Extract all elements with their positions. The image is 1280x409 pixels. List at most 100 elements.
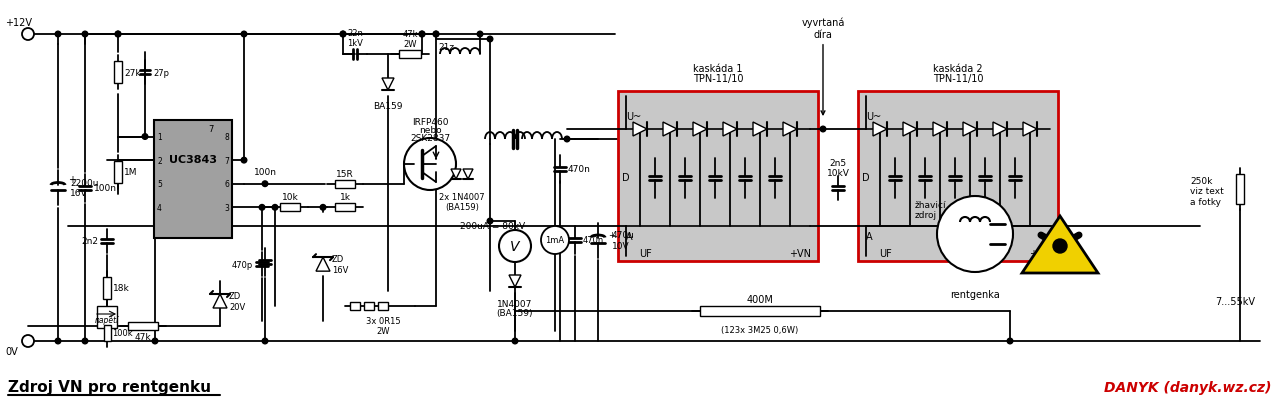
Text: +VN: +VN — [1029, 248, 1051, 258]
Polygon shape — [1021, 216, 1098, 273]
Text: 21z: 21z — [438, 43, 454, 52]
Circle shape — [55, 32, 61, 38]
Polygon shape — [663, 123, 677, 137]
Text: +: + — [608, 231, 614, 240]
Polygon shape — [723, 123, 737, 137]
Bar — [280, 204, 300, 212]
Circle shape — [55, 338, 61, 344]
Text: (BA159): (BA159) — [497, 308, 534, 317]
Text: 15R: 15R — [337, 169, 353, 178]
Polygon shape — [873, 123, 887, 137]
Text: +: + — [68, 175, 76, 185]
Text: 47k
2W: 47k 2W — [402, 29, 417, 49]
Circle shape — [115, 32, 120, 38]
Text: 1N4007: 1N4007 — [498, 299, 532, 308]
Polygon shape — [212, 294, 227, 308]
Polygon shape — [381, 79, 394, 91]
Text: 2: 2 — [157, 156, 161, 165]
Circle shape — [262, 182, 268, 187]
Bar — [335, 204, 355, 212]
Polygon shape — [993, 123, 1007, 137]
Circle shape — [22, 335, 35, 347]
Text: 470n: 470n — [582, 236, 604, 245]
Circle shape — [477, 32, 483, 38]
Text: napětí: napětí — [95, 315, 119, 324]
Circle shape — [142, 135, 147, 140]
Polygon shape — [753, 123, 767, 137]
Circle shape — [241, 158, 247, 164]
Text: 10k: 10k — [282, 193, 298, 202]
Text: U~: U~ — [867, 112, 881, 122]
Circle shape — [259, 205, 265, 211]
Polygon shape — [1023, 123, 1037, 137]
Circle shape — [22, 29, 35, 41]
Circle shape — [433, 32, 439, 38]
Circle shape — [320, 205, 326, 211]
Text: TPN-11/10: TPN-11/10 — [933, 74, 983, 84]
Bar — [364, 302, 374, 310]
Text: U~: U~ — [626, 112, 641, 122]
Text: 7: 7 — [209, 124, 214, 133]
Text: 18k: 18k — [113, 283, 129, 292]
Circle shape — [273, 205, 278, 211]
Polygon shape — [463, 170, 474, 180]
Circle shape — [420, 32, 425, 38]
Circle shape — [82, 338, 88, 344]
Text: vyvrtaná
díra: vyvrtaná díra — [801, 18, 845, 115]
Circle shape — [499, 230, 531, 262]
Text: (123x 3M25 0,6W): (123x 3M25 0,6W) — [722, 325, 799, 334]
Text: TPN-11/10: TPN-11/10 — [692, 74, 744, 84]
Text: 1: 1 — [157, 133, 161, 142]
Circle shape — [820, 127, 826, 133]
Polygon shape — [933, 123, 947, 137]
Text: D: D — [622, 173, 630, 183]
Text: ZD
20V: ZD 20V — [229, 292, 246, 311]
Text: kaskáda 2: kaskáda 2 — [933, 64, 983, 74]
Bar — [335, 180, 355, 188]
Text: 2n2: 2n2 — [81, 236, 99, 245]
Circle shape — [241, 32, 247, 38]
Circle shape — [340, 32, 346, 38]
Text: BA159: BA159 — [374, 102, 403, 111]
Circle shape — [488, 219, 493, 224]
Text: 0V: 0V — [5, 346, 18, 356]
Bar — [114, 161, 122, 183]
Bar — [858, 92, 1059, 261]
Text: UF: UF — [879, 248, 892, 258]
Circle shape — [512, 338, 518, 344]
Text: 2200u
16V: 2200u 16V — [70, 178, 99, 198]
Text: 200uA = 80kV: 200uA = 80kV — [460, 222, 525, 231]
Text: 5: 5 — [157, 180, 161, 189]
Polygon shape — [902, 123, 916, 137]
Circle shape — [115, 32, 120, 38]
Polygon shape — [634, 123, 646, 137]
Circle shape — [1053, 239, 1068, 254]
Text: V: V — [511, 239, 520, 254]
Text: rentgenka: rentgenka — [950, 289, 1000, 299]
Text: ZD
16V: ZD 16V — [332, 255, 348, 274]
Bar — [1236, 175, 1244, 204]
Bar — [618, 92, 818, 261]
Text: 6: 6 — [224, 180, 229, 189]
Circle shape — [152, 338, 157, 344]
Text: 100n: 100n — [93, 184, 116, 193]
Bar — [349, 302, 360, 310]
Text: 400M: 400M — [746, 294, 773, 304]
Circle shape — [262, 338, 268, 344]
Text: Zdroj VN pro rentgenku: Zdroj VN pro rentgenku — [8, 380, 211, 395]
Bar — [102, 277, 111, 299]
Text: 3x 0R15
2W: 3x 0R15 2W — [366, 316, 401, 335]
Circle shape — [340, 32, 346, 38]
Text: 470u
10V: 470u 10V — [612, 231, 635, 250]
Text: 7...55kV: 7...55kV — [1215, 296, 1254, 306]
Circle shape — [82, 32, 88, 38]
Text: 47k: 47k — [134, 332, 151, 341]
Text: 470n: 470n — [568, 165, 591, 174]
Text: 2n5
10kV: 2n5 10kV — [827, 158, 850, 178]
Text: 2x 1N4007
(BA159): 2x 1N4007 (BA159) — [439, 193, 485, 212]
Text: 7: 7 — [224, 156, 229, 165]
Bar — [128, 322, 157, 330]
Text: D: D — [861, 173, 869, 183]
Text: +: + — [23, 30, 32, 40]
Text: 1k: 1k — [339, 193, 351, 202]
